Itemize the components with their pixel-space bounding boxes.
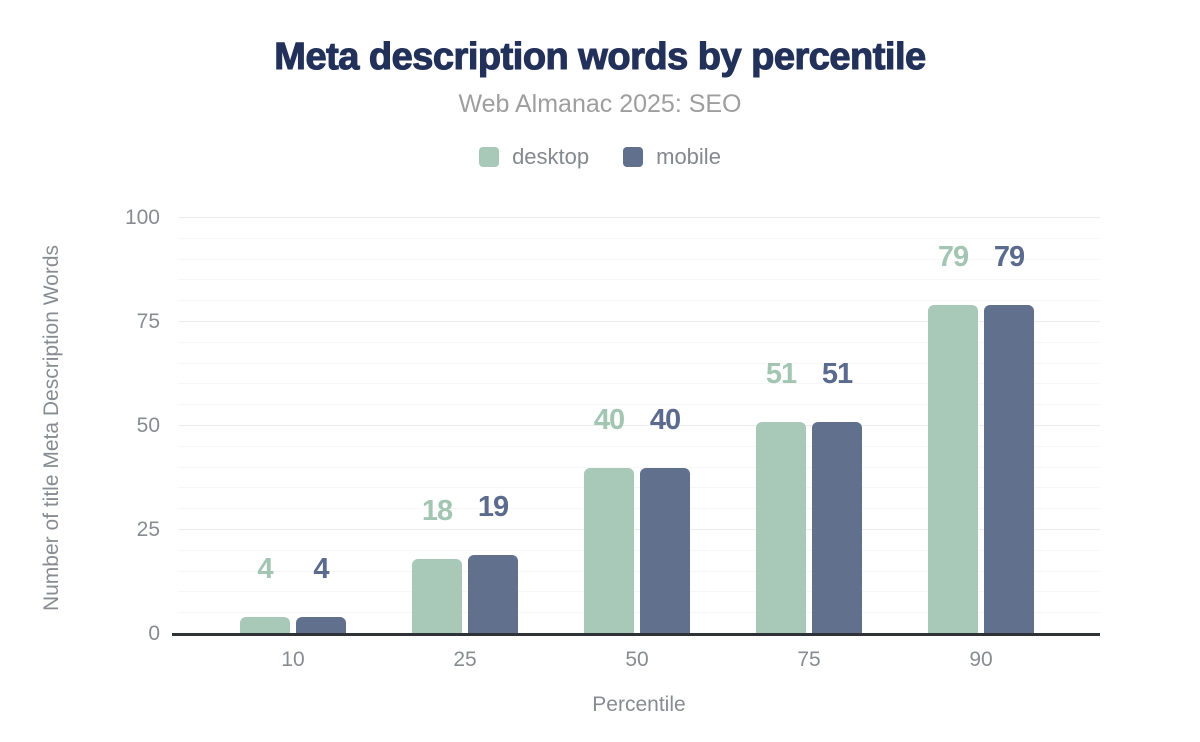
bar-label-mobile-p90: 79 — [993, 241, 1025, 274]
bar-mobile-p50[interactable] — [640, 467, 690, 634]
bar-label-mobile-p25: 19 — [477, 490, 509, 523]
bar-desktop-p25[interactable] — [412, 559, 462, 634]
minor-gridline — [178, 445, 1100, 447]
minor-gridline — [178, 258, 1100, 260]
bar-desktop-p50[interactable] — [584, 467, 634, 634]
bar-desktop-p90[interactable] — [928, 305, 978, 634]
x-tick-label-10: 10 — [281, 648, 305, 671]
bar-label-desktop-p50: 40 — [593, 403, 625, 436]
major-gridline — [178, 425, 1100, 426]
y-tick-label-100: 100 — [124, 206, 160, 229]
x-axis-title: Percentile — [592, 693, 686, 716]
legend-item-desktop[interactable]: desktop — [479, 144, 589, 170]
plot-area: 4 4 18 19 40 40 51 51 79 79 — [172, 217, 1100, 636]
major-gridline — [178, 529, 1100, 530]
chart-title: Meta description words by percentile — [274, 35, 927, 78]
minor-gridline — [178, 487, 1100, 489]
bar-label-desktop-p10: 4 — [257, 553, 273, 586]
bar-desktop-p75[interactable] — [756, 421, 806, 634]
legend: desktop mobile — [0, 144, 1200, 170]
minor-gridline — [178, 362, 1100, 364]
minor-gridline — [178, 341, 1100, 343]
legend-swatch-desktop — [479, 147, 500, 167]
legend-swatch-mobile — [623, 147, 644, 167]
bar-mobile-p10[interactable] — [296, 617, 346, 634]
minor-gridline — [178, 508, 1100, 510]
minor-gridline — [178, 279, 1100, 281]
major-gridline — [178, 321, 1100, 322]
y-tick-label-50: 50 — [136, 414, 160, 437]
x-tick-label-75: 75 — [797, 648, 821, 671]
minor-gridline — [178, 237, 1100, 239]
y-tick-label-25: 25 — [136, 518, 160, 541]
x-tick-label-90: 90 — [969, 648, 993, 671]
chart-subtitle: Web Almanac 2025: SEO — [458, 90, 742, 118]
minor-gridline — [178, 612, 1100, 614]
y-tick-label-75: 75 — [136, 310, 160, 333]
x-tick-label-25: 25 — [453, 648, 477, 671]
legend-label-desktop: desktop — [512, 144, 590, 169]
bar-label-mobile-p10: 4 — [313, 553, 329, 586]
bar-mobile-p75[interactable] — [812, 421, 862, 634]
minor-gridline — [178, 570, 1100, 572]
x-axis-line — [172, 633, 1100, 636]
minor-gridline — [178, 404, 1100, 406]
major-gridline — [178, 217, 1100, 218]
minor-gridline — [178, 466, 1100, 468]
legend-item-mobile[interactable]: mobile — [623, 144, 721, 170]
bar-label-mobile-p75: 51 — [821, 357, 853, 390]
bar-label-mobile-p50: 40 — [649, 403, 681, 436]
bar-desktop-p10[interactable] — [240, 617, 290, 634]
bar-label-desktop-p90: 79 — [937, 241, 969, 274]
bar-mobile-p90[interactable] — [984, 305, 1034, 634]
x-tick-label-50: 50 — [625, 648, 649, 671]
minor-gridline — [178, 591, 1100, 593]
bar-label-desktop-p75: 51 — [765, 357, 797, 390]
minor-gridline — [178, 549, 1100, 551]
bar-mobile-p25[interactable] — [468, 554, 518, 634]
legend-label-mobile: mobile — [656, 144, 721, 169]
bar-label-desktop-p25: 18 — [421, 495, 453, 528]
minor-gridline — [178, 300, 1100, 302]
minor-gridline — [178, 383, 1100, 385]
y-tick-label-0: 0 — [148, 622, 160, 645]
